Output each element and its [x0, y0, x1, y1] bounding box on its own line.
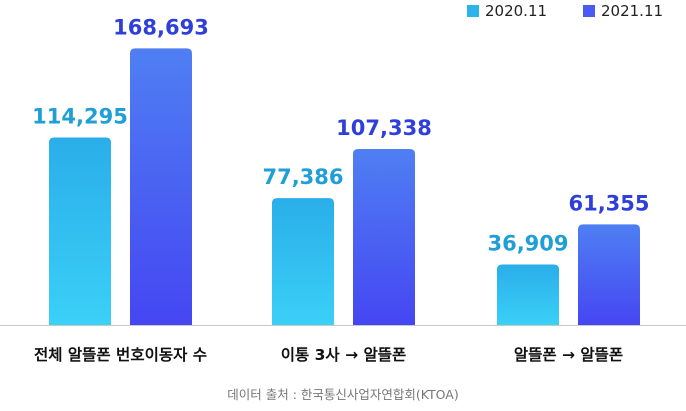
legend-swatch-2020	[467, 5, 479, 17]
legend-label-2020: 2020.11	[485, 2, 547, 20]
bars-group	[49, 48, 640, 326]
bar-2021.11-2	[578, 224, 640, 325]
category-label-0: 전체 알뜰폰 번호이동자 수	[34, 346, 207, 364]
bar-2021.11-0	[130, 48, 192, 326]
value-label-2020.11-1: 77,386	[262, 165, 343, 189]
legend-label-2021: 2021.11	[601, 2, 663, 20]
value-label-2020.11-2: 36,909	[487, 231, 568, 255]
bar-2020.11-1	[272, 198, 334, 325]
value-label-2021.11-1: 107,338	[336, 116, 432, 140]
category-label-1: 이통 3사 → 알뜰폰	[281, 346, 407, 364]
legend-swatch-2021	[583, 5, 595, 17]
data-source: 데이터 출처 : 한국통신사업자연합회(KTOA)	[227, 387, 458, 402]
legend: 2020.11 2021.11	[467, 2, 663, 20]
category-labels-group: 전체 알뜰폰 번호이동자 수 이통 3사 → 알뜰폰 알뜰폰 → 알뜰폰	[34, 346, 623, 364]
value-label-2020.11-0: 114,295	[32, 105, 128, 129]
value-label-2021.11-2: 61,355	[568, 191, 649, 215]
category-label-2: 알뜰폰 → 알뜰폰	[514, 346, 623, 364]
bar-2020.11-2	[497, 264, 559, 325]
bar-2021.11-1	[353, 148, 415, 325]
value-label-2021.11-0: 168,693	[113, 15, 209, 39]
bar-2020.11-0	[49, 137, 111, 325]
